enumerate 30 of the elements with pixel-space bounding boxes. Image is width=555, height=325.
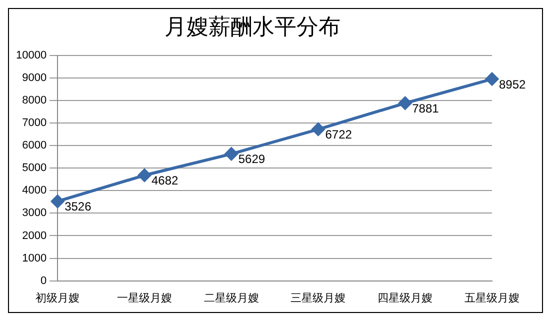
point [398,96,412,110]
y-tick-label: 7000 [22,117,47,130]
data-label: 3526 [64,200,92,214]
y-tick-label: 1000 [22,252,47,264]
y-tick-label: 3000 [22,207,47,220]
data-label: 8952 [499,77,526,92]
chart-title: 月嫂薪酬水平分布 [164,14,340,40]
x-tick-label: 四星级月嫂 [378,291,433,304]
y-tick-label: 8000 [22,94,47,107]
point [486,72,498,86]
y-tick-label: 6000 [22,140,47,152]
y-tick-label: 5000 [22,162,47,174]
data-label: 6722 [325,128,352,142]
y-tick-label: 9000 [22,72,47,84]
data-label: 5629 [238,152,266,166]
x-tick-label: 初级月嫂 [36,291,80,304]
y-tick-label: 2000 [22,230,47,242]
x-tick-label: 五星级月嫂 [464,291,520,304]
y-tick-label: 0 [40,274,47,287]
point [138,168,151,182]
y-tick-label: 10000 [16,49,47,62]
point [224,147,238,160]
x-tick-label: 三星级月嫂 [290,291,346,304]
data-label: 4682 [151,174,178,188]
x-tick-label: 二星级月嫂 [204,291,259,304]
data-label: 7881 [412,101,440,116]
y-tick-label: 4000 [22,184,47,197]
x-tick-label: 一星级月嫂 [116,291,172,304]
point [51,194,64,208]
point [312,122,325,136]
